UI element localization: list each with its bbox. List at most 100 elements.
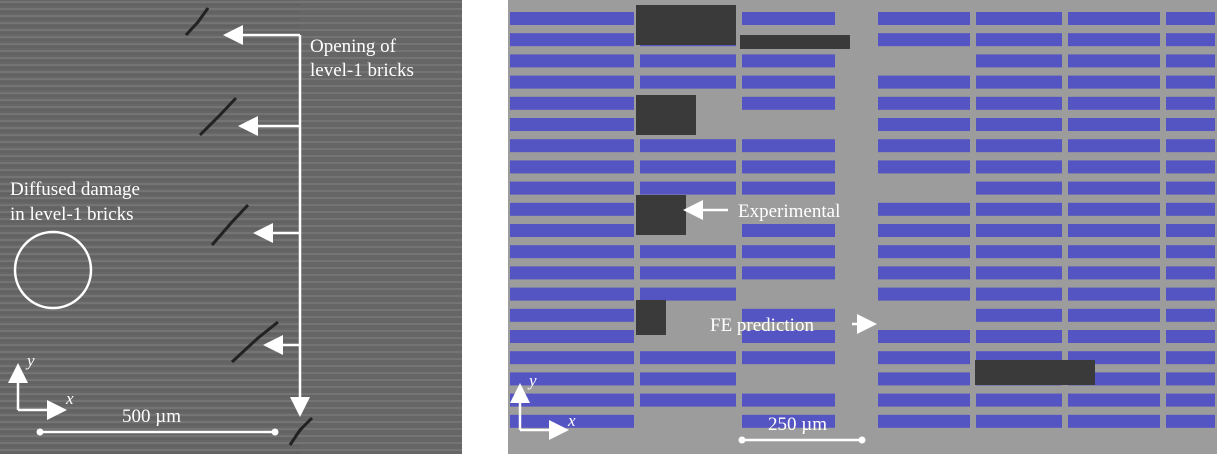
fe-bar — [1068, 97, 1160, 110]
fe-bar — [742, 266, 835, 279]
fe-bar — [742, 97, 835, 110]
fe-bar — [976, 203, 1062, 216]
fe-bar — [640, 76, 736, 89]
fe-bar — [510, 54, 634, 67]
fe-bar — [640, 351, 736, 364]
fe-bar — [878, 245, 970, 258]
fe-bar — [510, 33, 634, 46]
fe-bar — [510, 245, 634, 258]
axis-label: y — [25, 351, 35, 370]
fe-bar — [1166, 245, 1215, 258]
fe-bar — [640, 139, 736, 152]
fe-bar — [510, 182, 634, 195]
fe-bar — [878, 288, 970, 301]
scale-dot — [739, 437, 746, 444]
fe-bar — [878, 203, 970, 216]
label: level-1 bricks — [310, 60, 414, 81]
fe-bar — [640, 394, 736, 407]
fe-bar — [510, 351, 634, 364]
fe-bar — [878, 33, 970, 46]
fe-bar — [976, 288, 1062, 301]
fe-bar — [640, 245, 736, 258]
fe-bar — [1068, 54, 1160, 67]
fe-bar — [976, 118, 1062, 131]
fe-bar — [1068, 76, 1160, 89]
fe-bar — [976, 415, 1062, 428]
fe-bar — [878, 351, 970, 364]
fe-bar — [742, 139, 835, 152]
fe-bar — [976, 245, 1062, 258]
fe-bar — [640, 160, 736, 173]
fe-bar — [640, 288, 736, 301]
fe-bar — [878, 224, 970, 237]
fe-bar — [878, 12, 970, 25]
fe-bar — [1068, 160, 1160, 173]
fe-bar — [976, 12, 1062, 25]
fe-bar — [510, 97, 634, 110]
fe-bar — [878, 330, 970, 343]
fe-bar — [976, 76, 1062, 89]
fe-bar — [1166, 54, 1215, 67]
fe-bar — [976, 224, 1062, 237]
fe-bar — [1166, 415, 1215, 428]
fe-bar — [1166, 182, 1215, 195]
label: FE prediction — [710, 315, 814, 336]
left-panel: Opening of level-1 bricks Diffused damag… — [0, 0, 462, 454]
fe-bar — [1068, 118, 1160, 131]
fe-bar — [976, 54, 1062, 67]
scale-dot — [859, 437, 866, 444]
fe-bar — [1166, 266, 1215, 279]
axis-label: y — [527, 371, 537, 390]
fe-bar — [510, 288, 634, 301]
fe-bar — [1166, 139, 1215, 152]
fe-bar — [1068, 224, 1160, 237]
fe-bar — [976, 182, 1062, 195]
fe-bar — [510, 330, 634, 343]
fe-bar — [1166, 118, 1215, 131]
fe-bar — [1068, 139, 1160, 152]
fe-bar — [510, 203, 634, 216]
fe-bar — [1166, 288, 1215, 301]
scale-label: 500 µm — [122, 406, 181, 427]
label: in level-1 bricks — [10, 204, 133, 225]
fe-bar — [1166, 97, 1215, 110]
fe-bar — [878, 160, 970, 173]
fe-bar — [640, 54, 736, 67]
fe-bar — [976, 97, 1062, 110]
fe-bar — [878, 394, 970, 407]
axis-label: x — [65, 389, 74, 408]
fe-bar — [1166, 372, 1215, 385]
fe-bar — [1068, 182, 1160, 195]
fe-bar — [1068, 12, 1160, 25]
fe-bar — [1068, 288, 1160, 301]
fe-bar — [1166, 203, 1215, 216]
fe-bar — [510, 118, 634, 131]
fe-bar — [742, 394, 835, 407]
fe-bar — [1166, 12, 1215, 25]
fe-bar — [878, 415, 970, 428]
figure: Opening of level-1 bricks Diffused damag… — [0, 0, 1217, 454]
fe-bar — [976, 309, 1062, 322]
fe-bar — [1166, 351, 1215, 364]
fe-bar — [1166, 76, 1215, 89]
fe-bar — [510, 139, 634, 152]
fe-bar — [1068, 309, 1160, 322]
fe-bar — [742, 245, 835, 258]
fe-bar — [742, 224, 835, 237]
fe-bar — [510, 309, 634, 322]
fe-bar — [1166, 224, 1215, 237]
label: Diffused damage — [10, 179, 140, 200]
scale-dot — [37, 429, 44, 436]
fe-bar — [510, 12, 634, 25]
fe-bar — [1068, 394, 1160, 407]
fe-bar — [742, 54, 835, 67]
fe-bar — [1166, 160, 1215, 173]
fe-bar — [510, 394, 634, 407]
fe-bar — [976, 266, 1062, 279]
fe-bar — [878, 118, 970, 131]
fe-bar — [510, 266, 634, 279]
fe-bar — [510, 76, 634, 89]
fe-bar — [640, 266, 736, 279]
fe-bar — [1166, 394, 1215, 407]
fe-bar — [878, 372, 970, 385]
